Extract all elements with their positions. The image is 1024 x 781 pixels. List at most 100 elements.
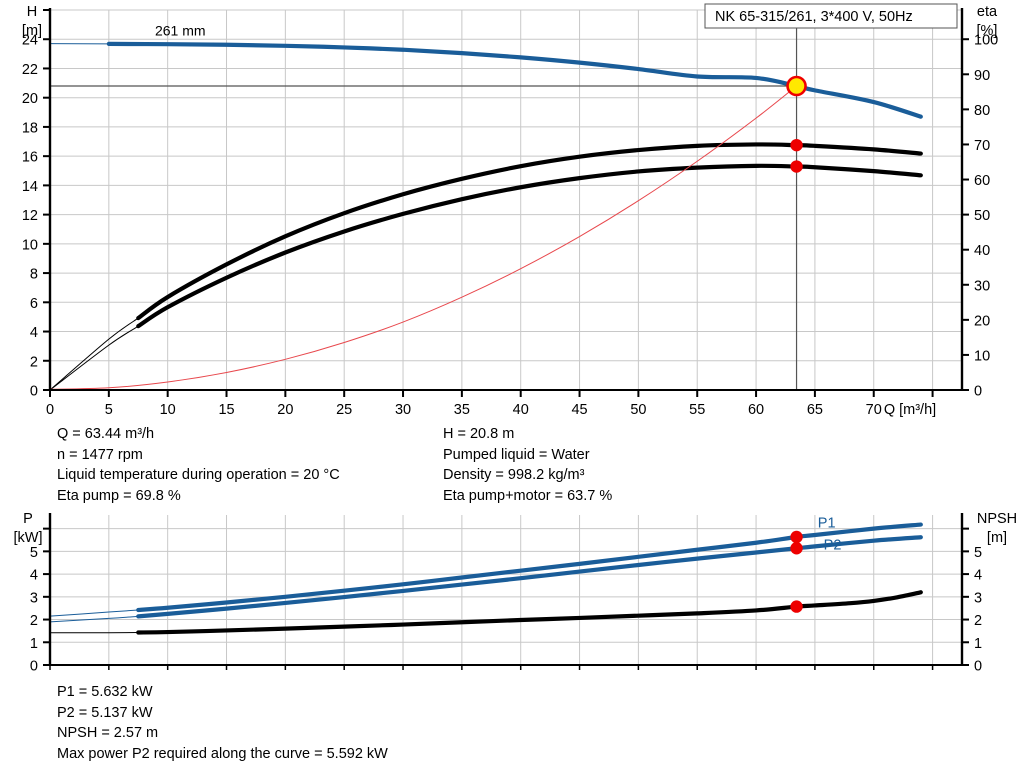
x-tick-label: 55	[689, 402, 705, 418]
info-text: n = 1477 rpm	[57, 446, 143, 463]
y-tick-label-right: 40	[974, 243, 990, 259]
curve-main-segment	[136, 142, 923, 321]
info-row: Liquid temperature during operation = 20…	[57, 465, 1007, 486]
y-tick-label-left: 4	[30, 325, 38, 341]
x-tick-label: 70	[866, 402, 882, 418]
y-tick-label-left: 0	[30, 384, 38, 400]
y-tick-label-left: 20	[22, 91, 38, 107]
y-tick-label-left: 5	[30, 545, 38, 561]
axes: 0246810121416182022240102030405060708090…	[22, 8, 998, 418]
duty-point-p2	[790, 542, 803, 555]
x-axis-label: Q [m³/h]	[884, 402, 936, 418]
y-tick-label-left: 4	[30, 568, 38, 584]
curve-main-segment	[136, 535, 923, 619]
y-axis-label-right: [m]	[987, 530, 1007, 546]
y-tick-label-right: 90	[974, 68, 990, 84]
curve-thin-segment	[49, 615, 139, 623]
y-tick-label-left: 1	[30, 636, 38, 652]
y-tick-label-left: 6	[30, 296, 38, 312]
y-tick-label-left: 3	[30, 590, 38, 606]
x-tick-label: 65	[807, 402, 823, 418]
y-tick-label-left: 10	[22, 237, 38, 253]
y-tick-label-left: 2	[30, 354, 38, 370]
duty-point-head	[786, 75, 807, 97]
duty-guides	[50, 10, 798, 390]
info-text: Eta pump = 69.8 %	[57, 487, 181, 504]
info-row: Q = 63.44 m³/h H = 20.8 m	[57, 424, 1007, 445]
duty-point-p1	[790, 530, 803, 544]
y-tick-label-left: 18	[22, 120, 38, 136]
curve-thin-segment	[49, 609, 139, 617]
x-tick-label: 15	[218, 402, 234, 418]
y-tick-label-right: 10	[974, 348, 990, 364]
info-row: Max power P2 required along the curve = …	[57, 744, 1007, 765]
y-tick-label-right: 20	[974, 313, 990, 329]
y-tick-label-right: 0	[974, 659, 982, 675]
y-tick-label-left: 12	[22, 208, 38, 224]
x-tick-label: 0	[46, 402, 54, 418]
y-tick-label-right: 60	[974, 173, 990, 189]
info-text: H = 20.8 m	[443, 426, 515, 442]
info-row: Eta pump = 69.8 % Eta pump+motor = 63.7 %	[57, 486, 1007, 507]
curves	[49, 522, 923, 635]
y-tick-label-right: 4	[974, 568, 982, 584]
y-tick-label-left: 2	[30, 613, 38, 629]
info-text	[443, 682, 1007, 703]
x-tick-label: 40	[513, 402, 529, 418]
y-tick-label-left: 24	[22, 33, 38, 49]
axes: 0 1 2 3 4 5 0 1 2 3 4 5	[30, 513, 982, 675]
info-text: Eta pump+motor = 63.7 %	[443, 487, 613, 504]
y-tick-label-right: 30	[974, 278, 990, 294]
info-text: Max power P2 required along the curve = …	[57, 745, 388, 762]
curve-main-segment	[136, 522, 923, 613]
x-tick-label: 50	[630, 402, 646, 418]
curve-main-segment	[136, 163, 923, 329]
y-tick-label-left: 8	[30, 267, 38, 283]
y-axis-label-left: [kW]	[14, 530, 43, 546]
info-text: Density = 998.2 kg/m³	[443, 467, 585, 483]
x-tick-label: 35	[454, 402, 470, 418]
y-tick-label-right: 0	[974, 384, 982, 400]
y-tick-label-right: 50	[974, 208, 990, 224]
duty-markers	[790, 530, 803, 613]
y-tick-label-right: 2	[974, 613, 982, 629]
curve-label-p1: P1	[818, 516, 836, 532]
y-axis-label-left: H	[27, 4, 37, 20]
curve-label-p2: P2	[824, 538, 842, 554]
duty-markers	[786, 75, 807, 173]
curves	[49, 41, 923, 391]
x-tick-label: 45	[571, 402, 587, 418]
info-row: P2 = 5.137 kW	[57, 703, 1007, 724]
y-tick-label-left: 16	[22, 150, 38, 166]
x-tick-label: 25	[336, 402, 352, 418]
title-box-border	[704, 3, 958, 29]
y-axis-label-right: eta	[977, 4, 998, 20]
y-tick-label-right: 80	[974, 103, 990, 119]
y-axis-label-right: NPSH	[977, 511, 1017, 527]
y-tick-label-right: 100	[974, 33, 998, 49]
y-axis-label-left: [m]	[22, 23, 42, 39]
grid-lines	[49, 9, 962, 391]
impeller-size-label: 261 mm	[155, 22, 206, 38]
info-text: Pumped liquid = Water	[443, 446, 590, 463]
lower-info-block: P1 = 5.632 kW P2 = 5.137 kW NPSH = 2.57 m M…	[57, 682, 1007, 764]
info-text: Q = 63.44 m³/h	[57, 426, 155, 442]
info-text: P1 = 5.632 kW	[57, 684, 153, 700]
y-tick-label-left: 22	[22, 62, 38, 78]
curve-thin-segment	[49, 325, 139, 391]
y-tick-label-right: 70	[974, 138, 990, 154]
curve-main-segment	[136, 590, 923, 635]
curve-thin-segment	[49, 317, 139, 391]
x-tick-label: 30	[395, 402, 411, 418]
y-tick-label-right: 3	[974, 590, 982, 606]
x-tick-label: 20	[277, 402, 293, 418]
info-text: NPSH = 2.57 m	[57, 725, 159, 741]
y-axis-label-left: P	[23, 511, 33, 527]
x-tick-label: 10	[160, 402, 176, 418]
head-efficiency-chart: 0246810121416182022240102030405060708090…	[22, 3, 998, 418]
duty-point-eta-pump-motor	[790, 160, 803, 173]
y-axis-label-right: [%]	[977, 23, 998, 39]
x-tick-label: 5	[105, 402, 113, 418]
info-text	[443, 723, 1007, 744]
